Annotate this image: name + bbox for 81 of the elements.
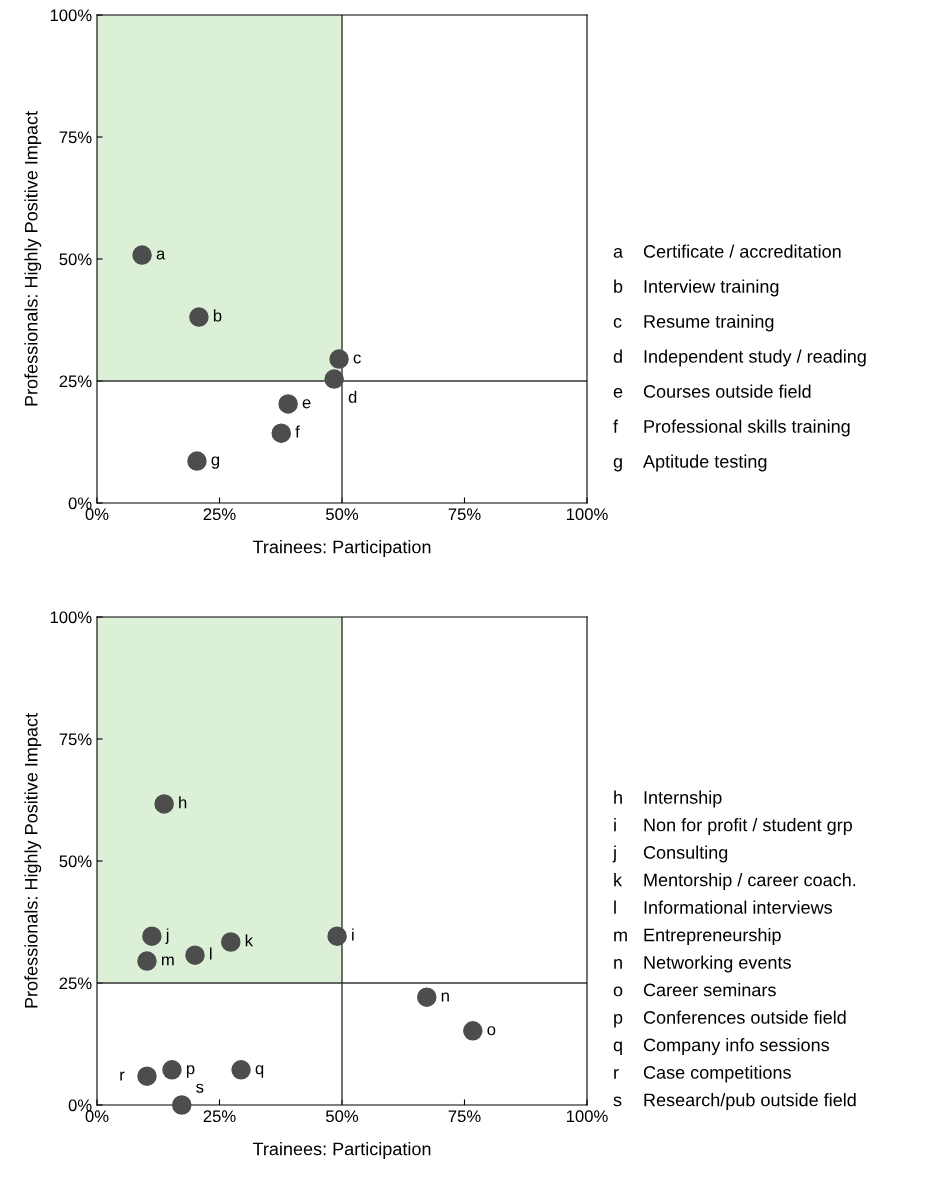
data-label: p bbox=[186, 1065, 195, 1078]
x-tick-label: 0% bbox=[85, 1110, 109, 1123]
data-label: l bbox=[210, 947, 212, 960]
text: o Career seminars bbox=[613, 983, 776, 997]
x-tick-label: 25% bbox=[203, 1110, 236, 1123]
y-tick-label: 50% bbox=[59, 253, 92, 266]
text: f Professional skills training bbox=[613, 419, 850, 437]
x-axis-title: Trainees: Participation bbox=[252, 540, 431, 557]
data-label: k bbox=[245, 934, 254, 947]
text: p Conferences outside field bbox=[614, 1010, 846, 1028]
x-tick-label: 100% bbox=[566, 1110, 608, 1123]
point bbox=[329, 349, 349, 369]
text: c Resume training bbox=[613, 314, 774, 332]
y-tick-label: 0% bbox=[68, 497, 92, 510]
point bbox=[162, 1060, 182, 1080]
point bbox=[327, 926, 347, 946]
text: q Company info sessions bbox=[613, 1038, 830, 1055]
point bbox=[271, 423, 291, 443]
text: k Mentorship / career coach. bbox=[614, 873, 856, 890]
y-tick-label: 50% bbox=[59, 855, 92, 868]
x-tick-label: 75% bbox=[448, 1110, 481, 1123]
point bbox=[231, 1060, 251, 1080]
data-label: m bbox=[161, 956, 174, 966]
text: n Networking events bbox=[614, 955, 791, 973]
text: b Interview training bbox=[614, 279, 779, 297]
text: m Entrepreneurship bbox=[614, 928, 781, 945]
y-tick-label: 25% bbox=[59, 977, 92, 990]
text: h Internship bbox=[614, 790, 722, 808]
text: j Consulting bbox=[612, 845, 728, 863]
point bbox=[278, 394, 298, 414]
data-label: f bbox=[295, 425, 300, 438]
y-tick-label: 100% bbox=[50, 611, 92, 624]
data-label: e bbox=[302, 399, 311, 409]
y-axis-title: Professionals: Highly Positive Impact bbox=[24, 111, 42, 406]
point bbox=[132, 245, 152, 265]
y-tick-label: 25% bbox=[59, 375, 92, 388]
y-tick-label: 100% bbox=[50, 9, 92, 22]
x-tick-label: 50% bbox=[325, 1110, 359, 1123]
point bbox=[417, 987, 437, 1007]
x-tick-label: 0% bbox=[85, 508, 109, 521]
text: d Independent study / reading bbox=[613, 349, 866, 367]
data-label: o bbox=[487, 1026, 496, 1036]
point bbox=[185, 945, 205, 965]
point bbox=[137, 951, 157, 971]
point bbox=[142, 926, 162, 946]
data-label: s bbox=[196, 1083, 204, 1093]
y-tick-label: 0% bbox=[68, 1099, 92, 1112]
data-label: j bbox=[165, 928, 169, 944]
data-label: n bbox=[441, 992, 449, 1002]
data-label: c bbox=[353, 354, 361, 364]
x-tick-label: 50% bbox=[325, 508, 359, 521]
data-label: h bbox=[179, 796, 187, 809]
point bbox=[463, 1021, 483, 1041]
text: e Courses outside field bbox=[613, 384, 811, 398]
y-axis-title: Professionals: Highly Positive Impact bbox=[24, 713, 42, 1008]
data-label: i bbox=[352, 928, 354, 941]
y-tick-label: 75% bbox=[59, 131, 92, 144]
text: i Non for profit / student grp bbox=[614, 818, 852, 835]
data-label: r bbox=[120, 1071, 125, 1081]
text: g Aptitude testing bbox=[613, 454, 767, 472]
point bbox=[172, 1095, 192, 1115]
data-label: d bbox=[348, 390, 357, 403]
text: l Informational interviews bbox=[614, 900, 833, 914]
x-tick-label: 100% bbox=[566, 508, 608, 521]
point bbox=[221, 932, 241, 952]
data-label: g bbox=[211, 456, 220, 469]
y-tick-label: 75% bbox=[59, 733, 92, 746]
data-label: q bbox=[255, 1065, 264, 1078]
point bbox=[189, 307, 209, 327]
point bbox=[137, 1066, 157, 1086]
point bbox=[154, 794, 174, 814]
point bbox=[324, 369, 344, 389]
point bbox=[187, 451, 207, 471]
text: s Research/pub outside field bbox=[613, 1093, 856, 1110]
x-tick-label: 25% bbox=[203, 508, 236, 521]
text: a Certificate / accreditation bbox=[613, 244, 841, 258]
data-label: b bbox=[213, 309, 222, 322]
x-axis-title: Trainees: Participation bbox=[252, 1142, 431, 1159]
text: r Case competitions bbox=[614, 1065, 791, 1083]
x-tick-label: 75% bbox=[448, 508, 481, 521]
data-label: a bbox=[156, 250, 166, 260]
